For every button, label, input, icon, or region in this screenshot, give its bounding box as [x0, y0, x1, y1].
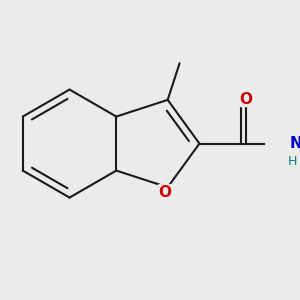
Text: N: N — [290, 136, 300, 151]
Text: H: H — [287, 155, 297, 168]
Text: O: O — [239, 92, 252, 107]
Text: O: O — [159, 185, 172, 200]
